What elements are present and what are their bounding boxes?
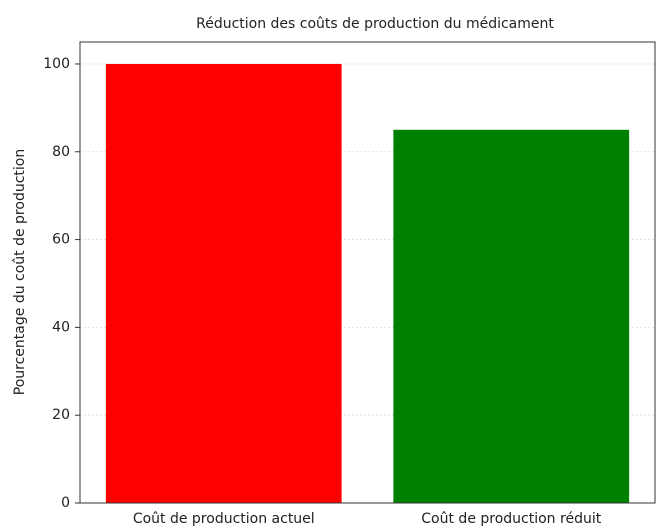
y-tick-label: 100 [43, 56, 70, 72]
plot-frame [79, 41, 656, 504]
chart-title: Réduction des coûts de production du méd… [196, 16, 554, 32]
x-tick-label: Coût de production actuel [133, 511, 315, 527]
y-tick-label: 80 [52, 144, 70, 160]
bar [105, 63, 342, 503]
y-tick-label: 20 [52, 407, 70, 423]
y-tick-label: 60 [52, 232, 70, 248]
y-tick-label: 0 [61, 495, 70, 511]
y-axis-label: Pourcentage du coût de production [12, 149, 28, 395]
x-tick-label: Coût de production réduit [421, 511, 601, 527]
y-tick-label: 40 [52, 319, 70, 335]
bar [393, 129, 630, 504]
